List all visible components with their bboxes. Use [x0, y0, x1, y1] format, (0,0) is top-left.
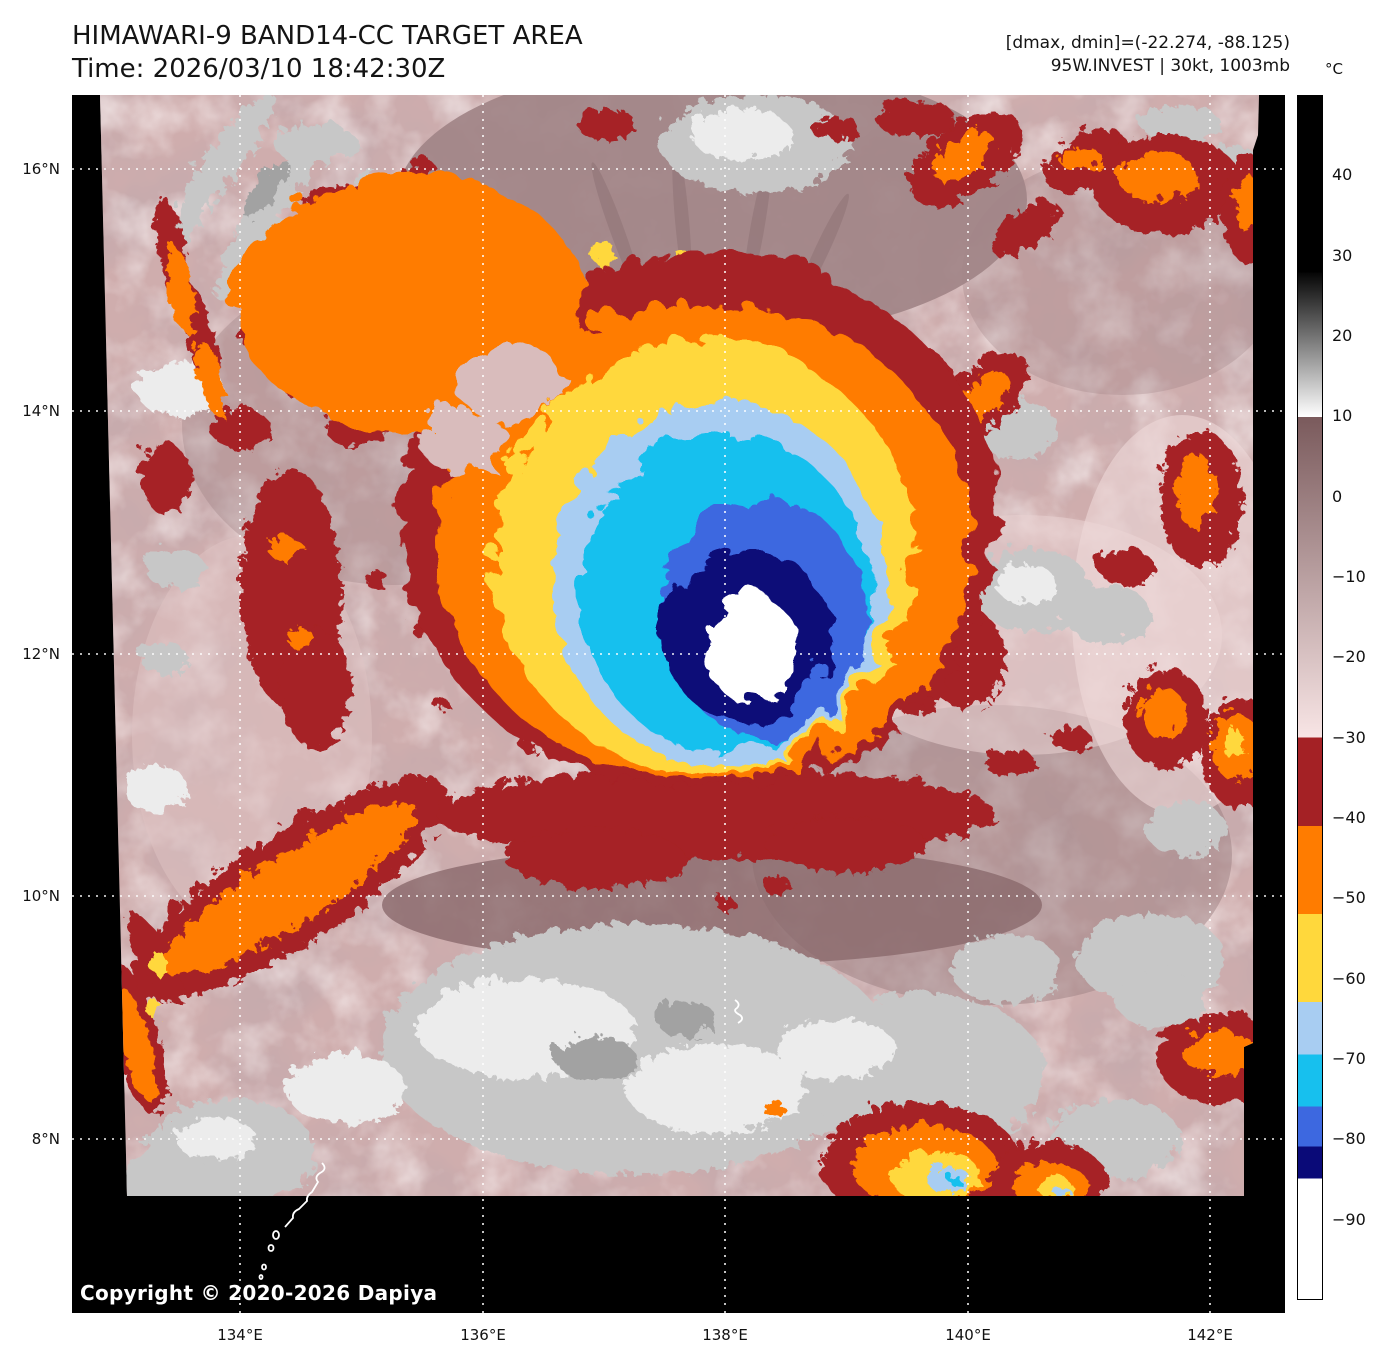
coastline-yap — [734, 999, 743, 1024]
coastline-overlay — [258, 999, 743, 1280]
satellite-scene — [72, 95, 1285, 1313]
colorbar-tick-label: −70 — [1332, 1049, 1366, 1068]
lat-tick-label: 16°N — [22, 160, 60, 178]
colorbar-tick-label: 10 — [1332, 406, 1353, 425]
graticule-gridlines — [72, 95, 1285, 1313]
lon-tick-label: 140°E — [945, 1326, 991, 1344]
colorbar-unit-label: °C — [1325, 60, 1343, 78]
data-swath — [100, 95, 1259, 1196]
lon-tick-label: 142°E — [1187, 1326, 1233, 1344]
dry-slot — [412, 405, 502, 465]
lon-tick-label: 136°E — [460, 1326, 506, 1344]
colorbar-tick-label: 40 — [1332, 165, 1353, 184]
coastline-palau — [284, 1162, 326, 1228]
lon-tick-label: 134°E — [217, 1326, 263, 1344]
lat-tick-label: 12°N — [22, 645, 60, 663]
dry-slot — [447, 337, 557, 413]
colorbar-tick-label: −20 — [1332, 647, 1366, 666]
title-block: HIMAWARI-9 BAND14-CC TARGET AREA Time: 2… — [72, 20, 583, 87]
storm-core-white — [699, 589, 791, 697]
colorbar-tick-label: −80 — [1332, 1129, 1366, 1148]
satellite-image — [72, 95, 1285, 1313]
colorbar-tick-label: 20 — [1332, 326, 1353, 345]
colorbar-tick-label: 30 — [1332, 246, 1353, 265]
timestamp: Time: 2026/03/10 18:42:30Z — [72, 54, 446, 85]
lat-tick-label: 14°N — [22, 402, 60, 420]
storm-id-annotation: 95W.INVEST | 30kt, 1003mb — [1050, 56, 1290, 77]
temperature-colorbar — [1297, 95, 1323, 1300]
colorbar-tick-label: −30 — [1332, 728, 1366, 747]
colorbar-tick-label: −90 — [1332, 1210, 1366, 1229]
storm-cdo — [227, 165, 992, 785]
lat-tick-label: 10°N — [22, 887, 60, 905]
colorbar-tick-label: −10 — [1332, 567, 1366, 586]
colorbar-tick-label: −60 — [1332, 969, 1366, 988]
lon-tick-label: 138°E — [702, 1326, 748, 1344]
colorbar-tick-label: −40 — [1332, 808, 1366, 827]
colorbar-tick-label: −50 — [1332, 888, 1366, 907]
colorbar-tick-label: 0 — [1332, 487, 1343, 506]
southeast-convection — [817, 1098, 1104, 1196]
dmax-dmin-annotation: [dmax, dmin]=(-22.274, -88.125) — [1005, 33, 1290, 53]
lat-tick-label: 8°N — [31, 1130, 60, 1148]
copyright-notice: Copyright © 2020-2026 Dapiya — [80, 1281, 438, 1305]
info-block: [dmax, dmin]=(-22.274, -88.125) 95W.INVE… — [1006, 32, 1290, 79]
page-title: HIMAWARI-9 BAND14-CC TARGET AREA — [72, 21, 583, 51]
